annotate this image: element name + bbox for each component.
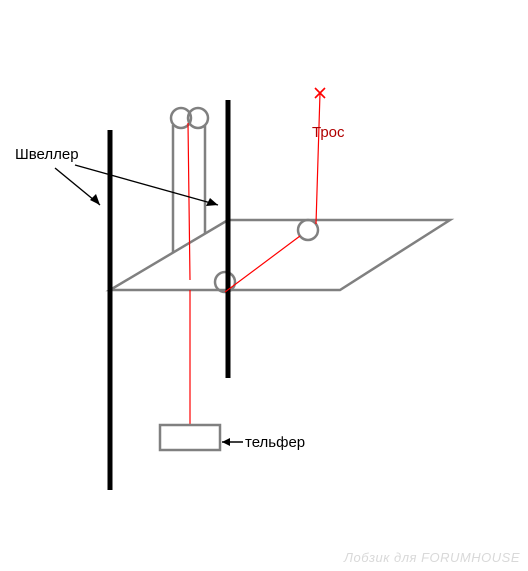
- telpher-box: [160, 425, 220, 450]
- pulley-right: [298, 220, 318, 240]
- watermark-text: Лобзик для FORUMHOUSE: [344, 550, 520, 565]
- arrow-telpher-tip: [222, 438, 230, 446]
- diagram-canvas: [0, 0, 528, 571]
- platform: [110, 220, 450, 290]
- label-channel: Швеллер: [15, 146, 79, 163]
- label-cable: Трос: [312, 124, 345, 141]
- arrow-channel-left-tip: [90, 194, 100, 205]
- label-telpher: тельфер: [245, 434, 305, 451]
